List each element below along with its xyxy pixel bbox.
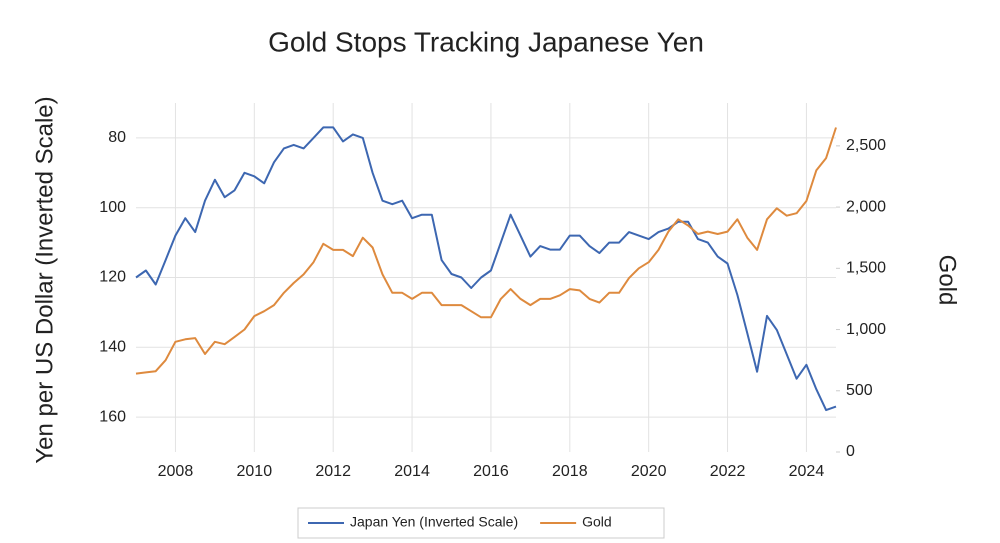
y2-tick-label: 1,000: [846, 321, 886, 338]
x-tick-label: 2012: [315, 463, 351, 480]
series-line: [135, 126, 837, 412]
x-tick-label: 2016: [473, 463, 509, 480]
y2-tick-label: 2,000: [846, 198, 886, 215]
x-tick-label: 2018: [552, 463, 588, 480]
legend-label: Japan Yen (Inverted Scale): [350, 514, 518, 530]
y-axis-label: Yen per US Dollar (Inverted Scale): [31, 96, 58, 463]
x-tick-label: 2010: [237, 463, 273, 480]
x-tick-label: 2020: [631, 463, 667, 480]
y-tick-label: 140: [99, 339, 126, 356]
y-tick-label: 160: [99, 408, 126, 425]
x-tick-label: 2024: [789, 463, 825, 480]
y2-tick-label: 500: [846, 382, 873, 399]
x-tick-label: 2014: [394, 463, 430, 480]
y-tick-label: 120: [99, 269, 126, 286]
x-tick-label: 2008: [158, 463, 194, 480]
y2-tick-label: 1,500: [846, 260, 886, 277]
legend-label: Gold: [582, 514, 612, 530]
chart-title: Gold Stops Tracking Japanese Yen: [268, 26, 704, 57]
y-tick-label: 100: [99, 199, 126, 216]
y2-tick-label: 0: [846, 443, 855, 460]
y2-axis-label: Gold: [934, 255, 961, 306]
legend-box: [297, 507, 665, 539]
x-tick-label: 2022: [710, 463, 746, 480]
y-tick-label: 80: [108, 129, 126, 146]
series-line: [135, 127, 837, 375]
y2-tick-label: 2,500: [846, 137, 886, 154]
